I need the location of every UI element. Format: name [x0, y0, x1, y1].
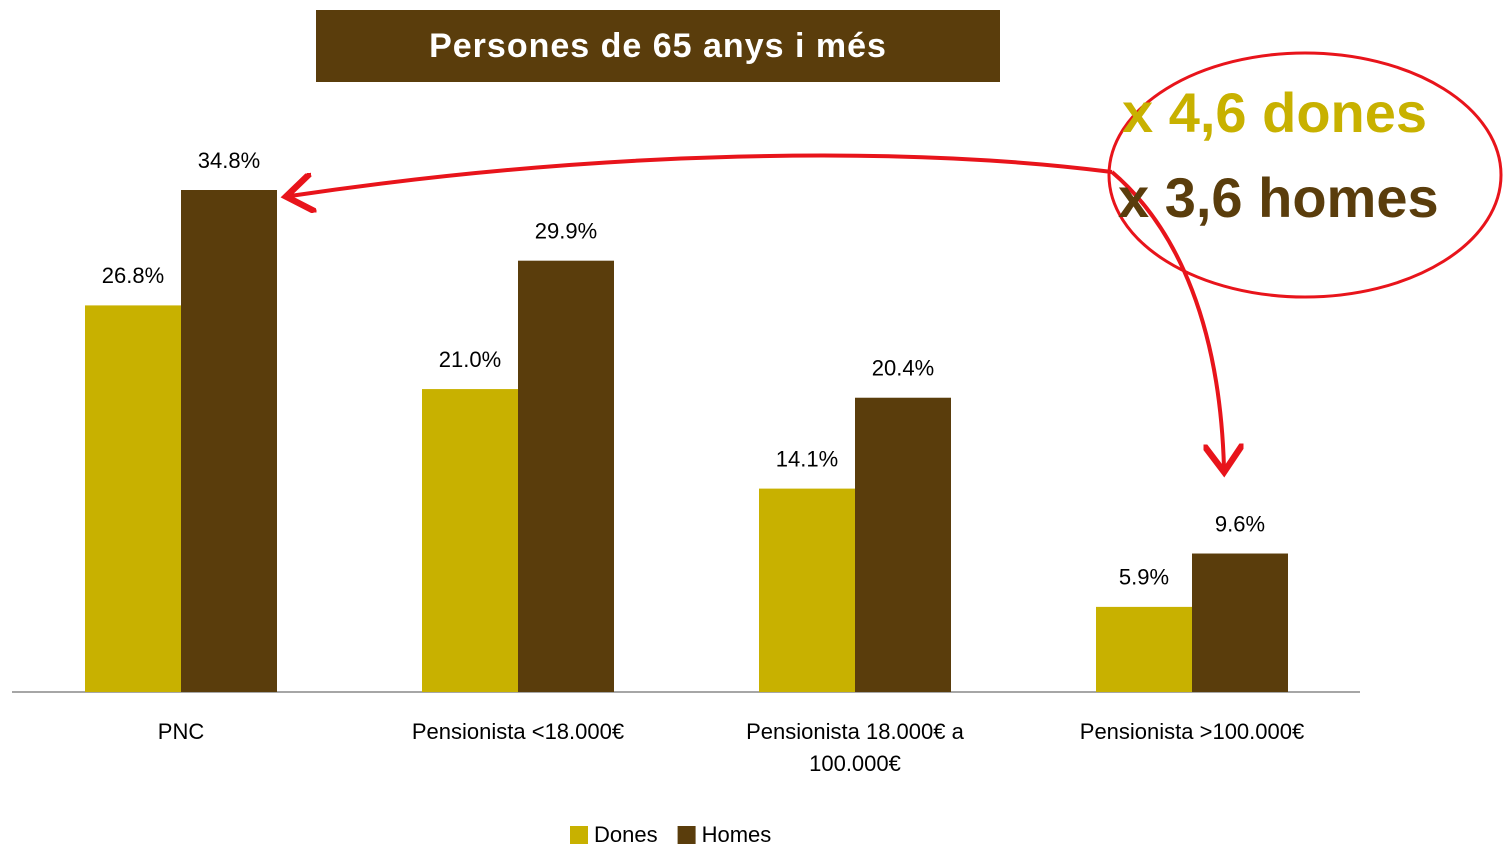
bar [1192, 553, 1288, 692]
value-label: 26.8% [102, 263, 164, 288]
legend-swatch [570, 826, 588, 844]
x-tick-label: Pensionista 18.000€ a 100.000€ [746, 719, 964, 776]
x-tick-label: Pensionista >100.000€ [1079, 719, 1305, 744]
value-label: 20.4% [872, 356, 934, 381]
bar [518, 260, 614, 692]
bar [855, 397, 951, 692]
legend-label: Homes [702, 822, 772, 847]
bar [422, 389, 518, 692]
bar [85, 305, 181, 692]
chart-title: Persones de 65 anys i més [316, 10, 1000, 82]
value-label: 21.0% [439, 347, 501, 372]
callout-ellipse [1107, 51, 1503, 299]
x-tick-label: Pensionista <18.000€ [411, 719, 625, 744]
bar [181, 190, 277, 692]
value-label: 5.9% [1119, 565, 1169, 590]
annotation: x 3,6 homes [1118, 166, 1439, 229]
value-label: 34.8% [198, 148, 260, 173]
legend-label: Dones [594, 822, 658, 847]
value-label: 9.6% [1215, 511, 1265, 536]
arrow [1110, 170, 1224, 468]
arrow [290, 153, 1113, 196]
legend-swatch [677, 826, 696, 844]
bar [759, 488, 855, 692]
x-tick-label: PNC [157, 719, 205, 744]
value-label: 29.9% [535, 218, 597, 243]
bar [1096, 606, 1192, 692]
value-label: 14.1% [776, 446, 838, 471]
bars [85, 190, 1288, 692]
annotation: x 4,6 dones [1122, 81, 1428, 144]
